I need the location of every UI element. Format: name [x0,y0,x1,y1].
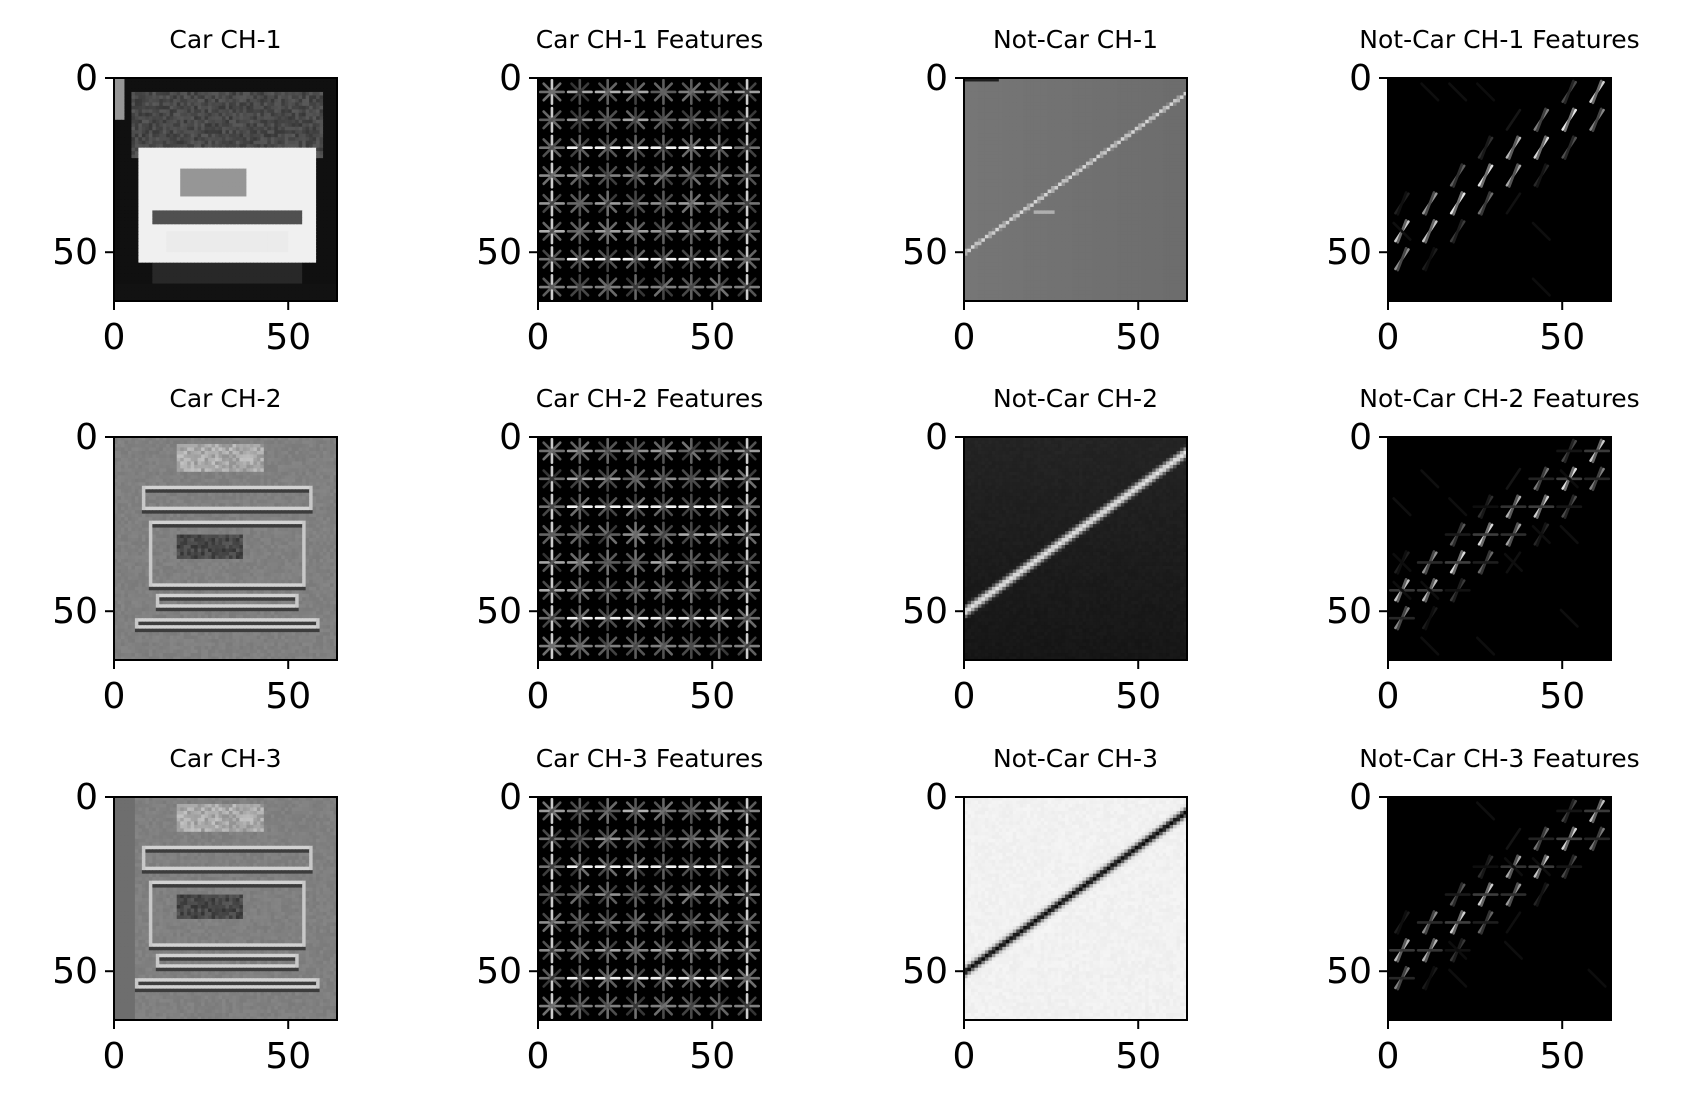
y-tick-label: 0 [75,58,98,99]
x-tick-label: 0 [103,676,126,717]
channel-image [964,78,1188,302]
x-tick-label: 0 [953,1036,976,1077]
x-tick-label: 50 [265,317,311,358]
y-tick-label: 50 [476,951,522,992]
y-tick-label: 0 [499,417,522,458]
x-tick-label: 50 [689,1036,735,1077]
y-tick-label: 0 [1349,417,1372,458]
hog-feature-image [538,437,761,660]
channel-image [114,78,338,302]
hog-feature-image [538,797,761,1020]
x-tick-label: 50 [1115,1036,1161,1077]
y-tick-label: 0 [75,777,98,818]
x-tick-label: 0 [1377,317,1400,358]
panel-title: Not-Car CH-1 Features [1359,25,1639,54]
x-tick-label: 0 [103,1036,126,1077]
panel-title: Car CH-1 Features [536,25,764,54]
x-tick-label: 0 [527,1036,550,1077]
y-tick-label: 0 [499,777,522,818]
panel-car-ch-3: Car CH-3 0 50 0 50 [52,744,337,1077]
y-tick-label: 50 [902,232,948,273]
panel-car-ch-2-features: Car CH-2 Features 0 50 0 50 [476,384,763,717]
hog-feature-image [1388,437,1611,660]
panel-not-car-ch-3-features: Not-Car CH-3 Features 0 50 0 50 [1326,744,1640,1077]
panel-car-ch-1: Car CH-1 0 50 0 50 [52,25,337,358]
x-tick-label: 50 [689,317,735,358]
hog-feature-image [1388,797,1611,1020]
panel-title: Car CH-2 [169,384,281,413]
x-tick-label: 50 [1539,1036,1585,1077]
y-tick-label: 0 [499,58,522,99]
hog-feature-image [538,78,761,301]
x-tick-label: 50 [1539,317,1585,358]
panel-title: Car CH-3 Features [536,744,764,773]
panel-not-car-ch-1-features: Not-Car CH-1 Features 0 50 0 50 [1326,25,1640,358]
y-tick-label: 0 [925,58,948,99]
hog-feature-image [1388,78,1611,301]
panel-not-car-ch-1: Not-Car CH-1 0 50 0 50 [902,25,1187,358]
panel-title: Car CH-1 [169,25,281,54]
channel-image [114,797,338,1021]
panel-title: Not-Car CH-2 Features [1359,384,1639,413]
x-tick-label: 0 [527,317,550,358]
panel-car-ch-3-features: Car CH-3 Features 0 50 0 50 [476,744,763,1077]
y-tick-label: 50 [476,232,522,273]
y-tick-label: 50 [1326,591,1372,632]
channel-image [964,437,1188,661]
panel-title: Not-Car CH-3 Features [1359,744,1639,773]
x-tick-label: 0 [953,676,976,717]
x-tick-label: 50 [1115,317,1161,358]
panel-car-ch-2: Car CH-2 0 50 0 50 [52,384,337,717]
panel-car-ch-1-features: Car CH-1 Features 0 50 0 50 [476,25,763,358]
channel-image [964,797,1188,1021]
x-tick-label: 0 [953,317,976,358]
x-tick-label: 50 [689,676,735,717]
y-tick-label: 50 [52,232,98,273]
panel-title: Not-Car CH-3 [993,744,1158,773]
y-tick-label: 50 [1326,232,1372,273]
x-tick-label: 0 [1377,1036,1400,1077]
panel-title: Not-Car CH-1 [993,25,1158,54]
y-tick-label: 0 [75,417,98,458]
panel-title: Not-Car CH-2 [993,384,1158,413]
panel-title: Car CH-3 [169,744,281,773]
x-tick-label: 0 [527,676,550,717]
y-tick-label: 50 [52,951,98,992]
y-tick-label: 50 [52,591,98,632]
y-tick-label: 0 [1349,58,1372,99]
x-tick-label: 0 [1377,676,1400,717]
panel-title: Car CH-2 Features [536,384,764,413]
x-tick-label: 50 [1115,676,1161,717]
panel-not-car-ch-2-features: Not-Car CH-2 Features 0 50 0 50 [1326,384,1640,717]
x-tick-label: 50 [265,676,311,717]
channel-image [114,437,338,661]
panel-not-car-ch-3: Not-Car CH-3 0 50 0 50 [902,744,1187,1077]
y-tick-label: 50 [902,591,948,632]
x-tick-label: 0 [103,317,126,358]
y-tick-label: 50 [1326,951,1372,992]
x-tick-label: 50 [1539,676,1585,717]
y-tick-label: 0 [1349,777,1372,818]
y-tick-label: 50 [476,591,522,632]
y-tick-label: 50 [902,951,948,992]
x-tick-label: 50 [265,1036,311,1077]
y-tick-label: 0 [925,777,948,818]
panel-not-car-ch-2: Not-Car CH-2 0 50 0 50 [902,384,1187,717]
y-tick-label: 0 [925,417,948,458]
